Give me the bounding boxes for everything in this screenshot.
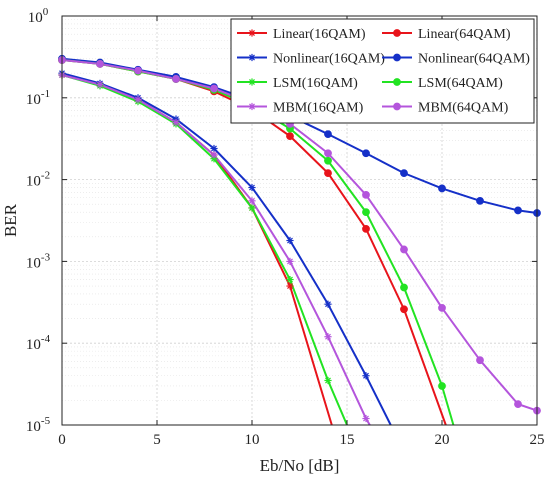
legend-entry-2: LSM(16QAM) — [237, 76, 358, 91]
series-point-2 — [248, 204, 256, 212]
series-point-4 — [362, 224, 370, 233]
legend-entry-5: Nonlinear(64QAM) — [382, 52, 530, 67]
series-point-4 — [286, 132, 294, 141]
legend: Linear(16QAM) Nonlinear(16QAM) LSM(16QAM) M… — [230, 18, 535, 124]
legend-marker — [248, 102, 256, 111]
series-line-3 — [61, 74, 371, 426]
y-tick-label: 10-2 — [26, 170, 50, 190]
series-point-3 — [134, 96, 142, 104]
legend-marker — [393, 78, 401, 86]
series-line-1 — [61, 72, 392, 426]
series-point-1 — [248, 183, 256, 192]
series-point-4 — [400, 305, 408, 314]
series-point-7 — [476, 356, 484, 365]
legend-marker — [393, 29, 401, 37]
x-tick-label: 10 — [245, 432, 260, 448]
series-point-2 — [324, 376, 332, 385]
series-point-1 — [324, 300, 332, 308]
plot-frame — [61, 15, 538, 426]
x-axis-ticks: 0 5 10 15 20 25 — [58, 16, 545, 448]
series-point-3 — [172, 118, 180, 127]
series-point-7 — [96, 59, 104, 68]
series-point-7 — [210, 84, 218, 93]
series-point-3 — [286, 257, 294, 265]
legend-marker — [393, 102, 401, 111]
series-point-1 — [362, 372, 370, 380]
series-point-6 — [400, 283, 408, 292]
series-point-7 — [324, 149, 332, 158]
series-point-4 — [324, 169, 332, 178]
series-point-7 — [514, 400, 522, 409]
series-point-5 — [514, 206, 522, 215]
legend-entry-4: Linear(64QAM) — [382, 27, 511, 42]
x-tick-label: 0 — [58, 432, 66, 448]
series-point-5 — [362, 149, 370, 158]
legend-entry-0: Linear(16QAM) — [237, 27, 366, 42]
series-point-6 — [438, 382, 446, 390]
legend-marker — [248, 29, 256, 37]
x-tick-label: 15 — [340, 432, 355, 448]
legend-marker — [248, 53, 256, 62]
y-tick-label: 10-4 — [26, 333, 51, 353]
series-point-0 — [286, 282, 294, 290]
legend-label: Linear(64QAM) — [418, 27, 511, 42]
series-point-7 — [438, 304, 446, 312]
series-line-7 — [61, 58, 538, 412]
series-point-3 — [96, 81, 104, 89]
series-point-7 — [134, 66, 142, 75]
x-tick-label: 25 — [530, 432, 545, 448]
y-axis-ticks: 100 10-1 10-2 10-3 10-4 10-5 — [26, 6, 537, 435]
y-tick-label: 10-5 — [26, 415, 51, 435]
series-point-7 — [172, 75, 180, 83]
legend-marker — [393, 53, 401, 62]
legend-label: Nonlinear(64QAM) — [418, 52, 530, 67]
legend-label: MBM(64QAM) — [418, 101, 509, 116]
legend-marker — [248, 78, 256, 86]
series-point-5 — [438, 184, 446, 193]
legend-entry-1: Nonlinear(16QAM) — [237, 52, 385, 67]
y-tick-label: 100 — [28, 6, 49, 26]
series-point-5 — [400, 169, 408, 178]
series-point-3 — [362, 414, 370, 423]
y-tick-label: 10-1 — [26, 88, 50, 108]
x-tick-label: 5 — [153, 432, 161, 448]
legend-entry-3: MBM(16QAM) — [237, 101, 364, 116]
series-point-3 — [248, 197, 256, 205]
legend-entry-6: LSM(64QAM) — [382, 76, 503, 91]
y-tick-label: 10-3 — [26, 251, 51, 271]
x-tick-label: 20 — [435, 432, 450, 448]
y-axis-label: BER — [1, 203, 20, 237]
legend-label: LSM(16QAM) — [273, 76, 358, 91]
series-point-5 — [324, 130, 332, 138]
series-point-1 — [286, 236, 294, 245]
legend-label: Nonlinear(16QAM) — [273, 52, 385, 67]
x-axis-label: Eb/No [dB] — [260, 456, 340, 475]
legend-label: MBM(16QAM) — [273, 101, 364, 116]
legend-entry-7: MBM(64QAM) — [382, 101, 509, 116]
series-point-3 — [324, 333, 332, 341]
legend-label: Linear(16QAM) — [273, 27, 366, 42]
series-point-2 — [286, 275, 294, 284]
series-point-1 — [210, 144, 218, 153]
series-point-5 — [476, 196, 484, 205]
legend-label: LSM(64QAM) — [418, 76, 503, 91]
series-point-6 — [362, 208, 370, 217]
series-point-6 — [324, 156, 332, 165]
series-point-7 — [362, 191, 370, 199]
series-point-3 — [210, 151, 218, 159]
series-point-7 — [400, 245, 408, 254]
